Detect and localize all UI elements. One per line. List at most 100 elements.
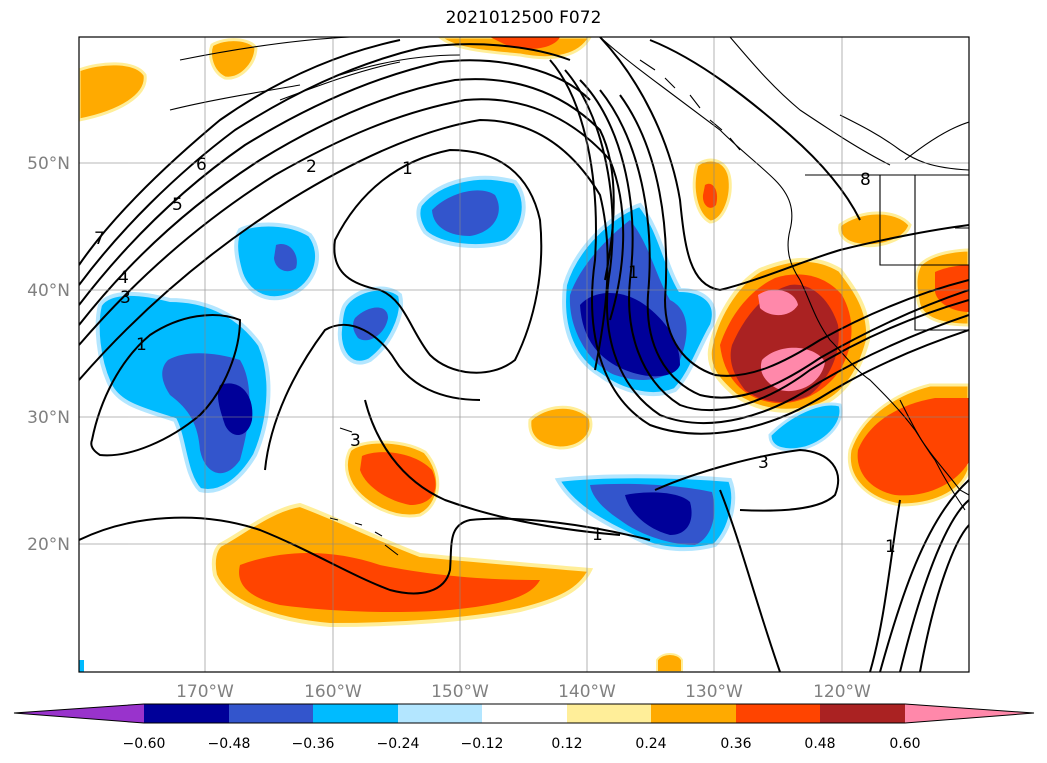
shade-red-3 (702, 183, 718, 208)
contour-labels: 7 6 5 4 3 2 1 1 1 3 3 1 8 1 (94, 155, 896, 557)
colorbar-label: −0.60 (123, 736, 166, 752)
contour-1a (333, 148, 543, 374)
contour-lines (79, 37, 969, 672)
contour-low3 (549, 59, 969, 435)
colorbar-label: −0.12 (461, 736, 504, 752)
shade-ltblue-10 (768, 402, 843, 452)
colorbar-segment (567, 704, 651, 723)
contour-low1 (579, 79, 969, 412)
contour-3c (654, 448, 840, 512)
contour-2 (79, 118, 609, 381)
contour-label: 1 (628, 263, 639, 283)
lon-label: 130°W (685, 682, 743, 702)
colorbar-segment (736, 704, 820, 723)
colorbar-segment (482, 704, 567, 723)
shade-blue-2 (353, 307, 388, 341)
contour-label: 1 (592, 525, 603, 545)
contour-1d (719, 489, 781, 672)
contour-3 (79, 98, 625, 346)
contour-label: 2 (306, 157, 317, 177)
colorbar-label: −0.48 (208, 736, 251, 752)
lat-label: 50°N (27, 154, 70, 174)
map-title: 2021012500 F072 (445, 8, 602, 28)
lon-label: 150°W (431, 682, 489, 702)
colorbar-label: 0.12 (551, 736, 582, 752)
shade-orange-4 (528, 405, 593, 450)
contour-label: 7 (94, 229, 105, 249)
shade-red-n2 (490, 37, 560, 49)
shade-orange-n1 (209, 38, 258, 80)
hawaii (329, 427, 399, 556)
contour-7 (79, 39, 401, 266)
lat-label: 30°N (27, 408, 70, 428)
shade-red-9 (935, 265, 969, 312)
contour-label: 3 (758, 453, 769, 473)
shade-orange-nw (79, 62, 147, 122)
contour-se1 (879, 479, 969, 672)
colorbar-segment (398, 704, 482, 723)
shade-navy-w (217, 383, 253, 436)
colorbar-segment (651, 704, 736, 723)
contour-label: 3 (120, 288, 131, 308)
contour-5 (79, 59, 591, 306)
shade-ltblue-13 (79, 660, 84, 672)
shade-blue-w (162, 353, 250, 474)
colorbar-label: 0.48 (804, 736, 835, 752)
contour-3b (264, 323, 481, 471)
coast-gulf-alaska (599, 37, 969, 496)
contour-label: 1 (402, 159, 413, 179)
contour-1e (869, 499, 901, 672)
border-canada (839, 114, 969, 171)
contour-label: 4 (118, 268, 129, 288)
contour-mid (364, 399, 621, 536)
contour-label: 3 (350, 431, 361, 451)
shade-blue-3 (432, 190, 499, 236)
colorbar-label: 0.36 (720, 736, 751, 752)
contour-1b (90, 314, 242, 457)
colorbar-labels: −0.60 −0.48 −0.36 −0.24 −0.12 0.12 0.24 … (123, 736, 921, 752)
shade-red-5 (360, 452, 436, 505)
graticule (79, 37, 969, 672)
colorbar-label: −0.36 (292, 736, 335, 752)
contour-se2 (899, 499, 969, 672)
latitude-labels: 50°N 40°N 30°N 20°N (27, 154, 70, 555)
shade-red-6 (239, 552, 540, 613)
colorbar-extend-high (905, 704, 1034, 723)
colorbar-segment (313, 704, 398, 723)
lon-label: 140°W (558, 682, 616, 702)
shade-blue-1 (274, 244, 297, 272)
longitude-labels: 170°W 160°W 150°W 140°W 130°W 120°W (176, 682, 871, 702)
colorbar-label: 0.24 (635, 736, 666, 752)
contour-label: 5 (172, 195, 183, 215)
shade-pink-7b (760, 347, 825, 392)
shade-orange-12 (656, 653, 683, 672)
map-frame (78, 36, 970, 673)
contour-label: 8 (860, 170, 871, 190)
lon-label: 120°W (813, 682, 871, 702)
contour-low5 (619, 94, 969, 377)
contour-low4 (599, 89, 969, 399)
lon-label: 170°W (176, 682, 234, 702)
contour-se3 (919, 524, 969, 672)
coast-alaska (169, 37, 461, 111)
border-states (879, 175, 969, 331)
lat-label: 20°N (27, 535, 70, 555)
lon-label: 160°W (304, 682, 362, 702)
colorbar: −0.60 −0.48 −0.36 −0.24 −0.12 0.12 0.24 … (13, 703, 1035, 752)
contour-label: 1 (885, 537, 896, 557)
contour-6 (79, 43, 571, 286)
colorbar-segment (820, 704, 905, 723)
colorbar-label: −0.24 (377, 736, 420, 752)
contour-east (649, 39, 861, 221)
coast-bc-inland (729, 37, 969, 166)
shade-navy-6 (625, 492, 692, 535)
colorbar-segment (229, 704, 313, 723)
shade-pink-7a (758, 289, 798, 316)
colorbar-segment (144, 704, 229, 723)
contour-low2 (564, 69, 969, 425)
colorbar-label: 0.60 (889, 736, 920, 752)
coast-islands (639, 59, 741, 151)
contour-label: 6 (196, 155, 207, 175)
lat-label: 40°N (27, 281, 70, 301)
